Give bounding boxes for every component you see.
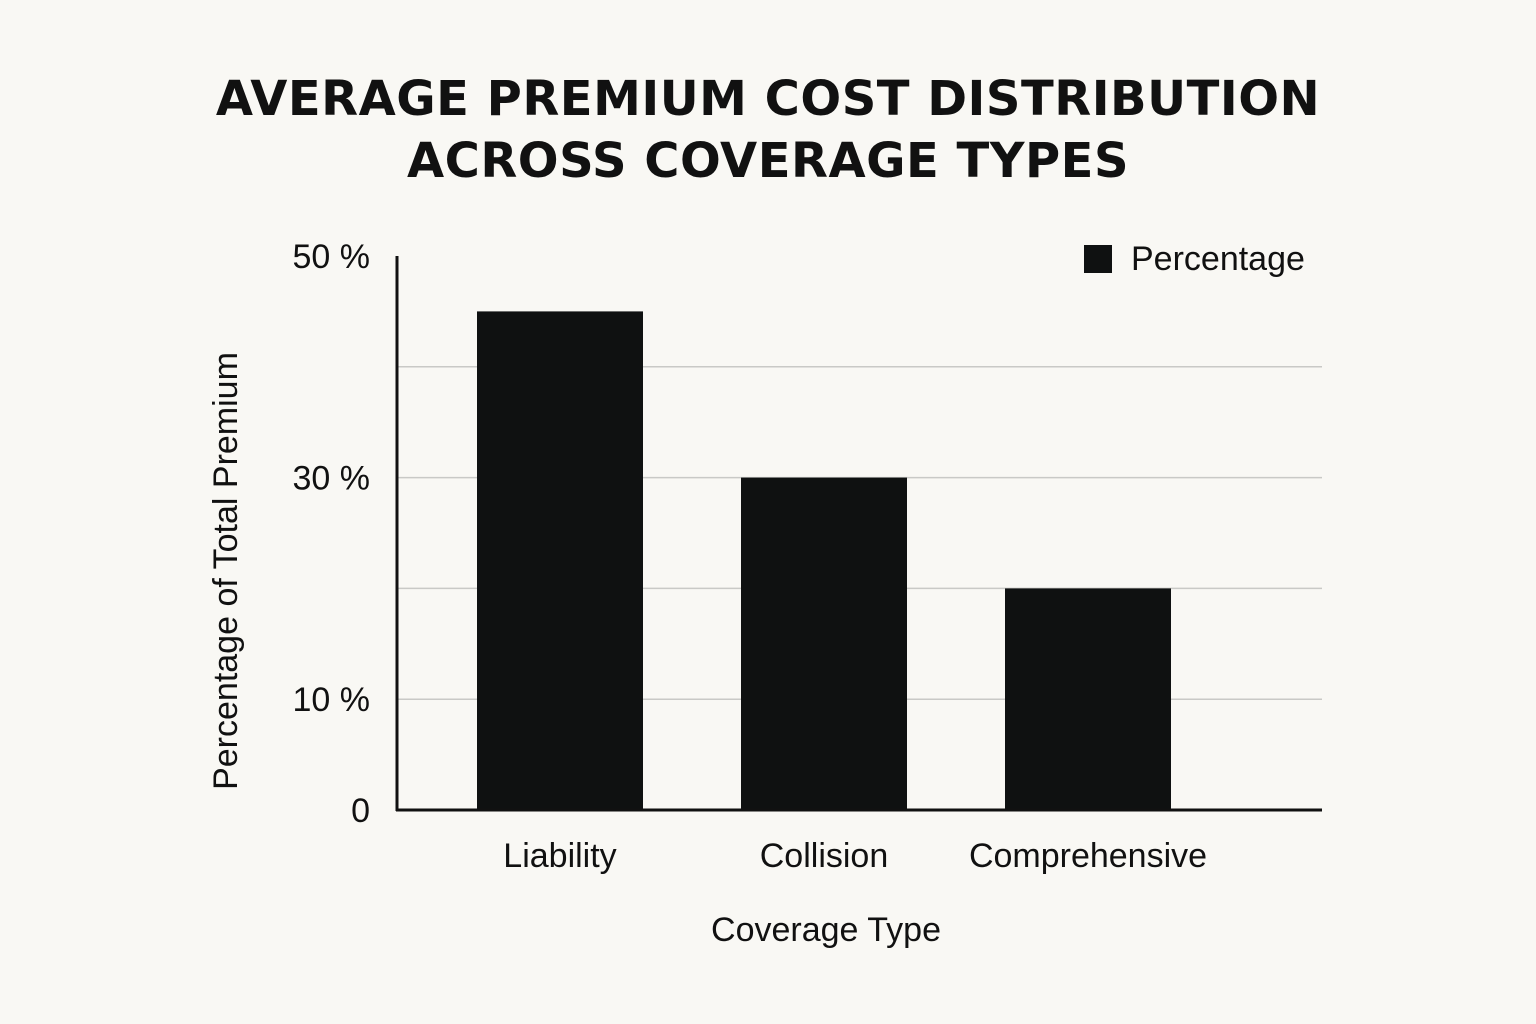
axes (395, 256, 1322, 812)
legend: Percentage (1084, 240, 1305, 278)
bar-comprehensive (1005, 588, 1171, 810)
legend-label: Percentage (1131, 240, 1305, 278)
bars (477, 311, 1171, 810)
x-tick-label: Collision (760, 837, 889, 875)
y-tick-label: 10 % (293, 681, 371, 719)
y-tick-label: 50 % (293, 238, 371, 276)
y-axis-title: Percentage of Total Premium (207, 352, 245, 790)
x-tick-label: Liability (503, 837, 616, 875)
bar-liability (477, 311, 643, 810)
y-tick-label: 0 (351, 792, 370, 830)
chart-title-line-2: ACROSS COVERAGE TYPES (406, 133, 1130, 189)
x-tick-label: Comprehensive (969, 837, 1207, 875)
chart-title-line-1: AVERAGE PREMIUM COST DISTRIBUTION (215, 71, 1321, 127)
y-tick-label: 30 % (293, 460, 371, 498)
x-tick-labels: Liability Collision Comprehensive (503, 837, 1207, 875)
y-tick-labels: 0 10 % 30 % 50 % (293, 238, 371, 830)
x-axis-title: Coverage Type (711, 911, 941, 949)
legend-swatch (1084, 245, 1112, 273)
bar-collision (741, 477, 907, 810)
